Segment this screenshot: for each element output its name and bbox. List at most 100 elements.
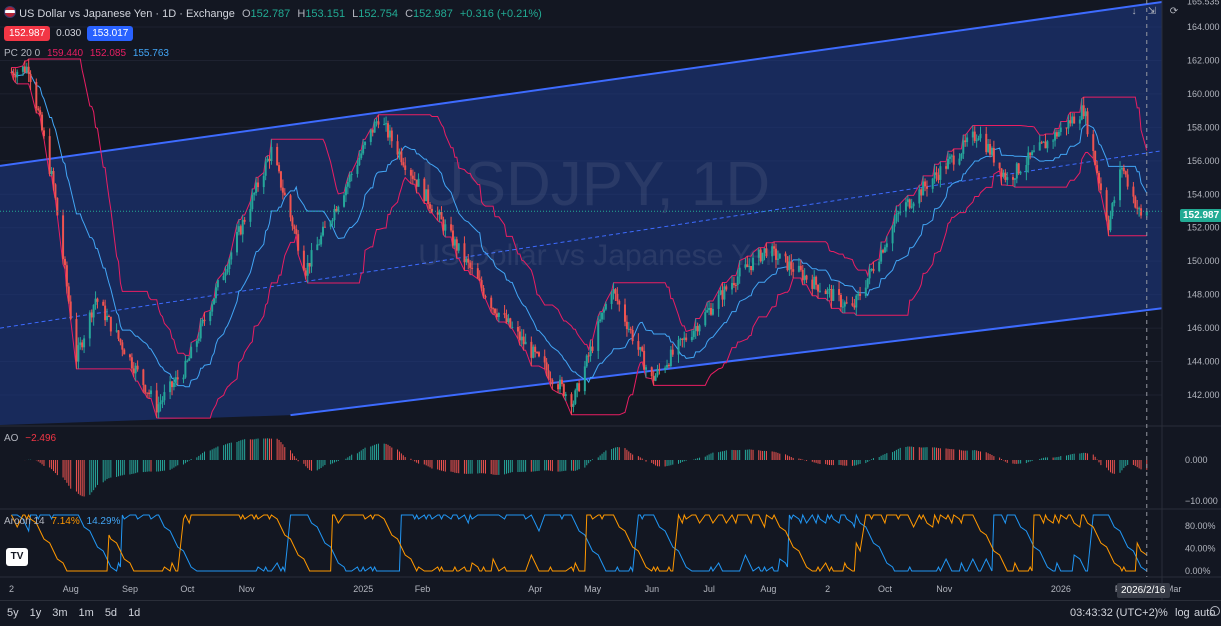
candle-body <box>239 226 242 235</box>
candle-body <box>604 303 607 310</box>
candle <box>690 329 693 343</box>
candle <box>182 374 185 384</box>
candle <box>322 221 325 237</box>
candle <box>63 256 66 269</box>
candle-body <box>736 276 739 286</box>
spread-value: 0.030 <box>56 28 82 39</box>
candle-body <box>878 261 881 272</box>
candle <box>159 394 162 412</box>
candle <box>249 201 252 227</box>
candle <box>870 268 873 272</box>
candle-body <box>39 110 42 115</box>
tradingview-logo[interactable]: TV <box>6 548 28 566</box>
tf-5y[interactable]: 5y <box>7 607 19 619</box>
candle <box>56 197 59 216</box>
tf-5d[interactable]: 5d <box>104 607 118 619</box>
candle-body <box>1071 116 1074 124</box>
candle <box>908 198 911 210</box>
candle-body <box>950 155 953 157</box>
candle-body <box>752 257 755 271</box>
candle <box>859 286 862 301</box>
percent-toggle[interactable]: % <box>1158 607 1168 619</box>
ao-legend[interactable]: AO −2.496 <box>4 433 57 444</box>
candle-body <box>1044 141 1047 149</box>
candle-body <box>21 66 24 72</box>
tf-1d[interactable]: 1d <box>128 607 141 619</box>
candle <box>440 206 443 220</box>
candle <box>10 67 13 74</box>
candle-body <box>417 178 420 187</box>
time-axis-label: Jun <box>645 584 660 594</box>
price-axis-label: 165.535 <box>1187 0 1220 6</box>
candle <box>935 166 938 182</box>
candle <box>939 161 942 188</box>
price-axis-label: 142.000 <box>1187 390 1220 400</box>
candle-body <box>484 295 487 298</box>
time-axis-label: Oct <box>180 584 195 594</box>
symbol-title[interactable]: US Dollar vs Japanese Yen · 1D · Exchang… <box>19 8 235 20</box>
candle <box>748 258 751 273</box>
tf-1y[interactable]: 1y <box>29 607 42 619</box>
arrow-down-icon[interactable]: ↓ <box>1131 6 1137 17</box>
candle-body <box>1099 183 1102 191</box>
candle <box>195 339 198 353</box>
candle-body <box>402 162 405 166</box>
candle <box>346 177 349 195</box>
candle <box>81 339 84 351</box>
candle-body <box>201 319 204 324</box>
candle-body <box>457 243 460 251</box>
candle-body <box>1073 116 1076 124</box>
candle-body <box>623 304 626 322</box>
refresh-icon[interactable]: ⟳ <box>1169 6 1179 17</box>
time-axis-label: Nov <box>239 584 256 594</box>
buy-button[interactable]: 153.017 <box>87 26 134 41</box>
candle-body <box>667 364 670 367</box>
candle-body <box>658 368 661 370</box>
candle-body <box>706 310 709 313</box>
candle <box>583 361 586 395</box>
candle <box>752 252 755 272</box>
candle-body <box>444 224 447 231</box>
candle <box>1044 134 1047 149</box>
candle <box>1004 169 1007 183</box>
aroon-legend[interactable]: Aroon 14 7.14% 14.29% <box>4 516 121 527</box>
candle <box>570 392 573 415</box>
candle <box>266 155 269 163</box>
collapse-icon[interactable]: ⇲ <box>1147 6 1157 17</box>
candle <box>270 139 273 165</box>
candle <box>906 195 909 207</box>
candle <box>855 294 858 316</box>
candle <box>522 329 525 351</box>
candle <box>866 278 869 289</box>
chart-canvas[interactable]: USDJPY, 1D US Dollar vs Japanese Yen 165.5… <box>0 0 1221 600</box>
price-axis-label: 160.000 <box>1187 89 1220 99</box>
candle <box>356 159 359 178</box>
tf-3m[interactable]: 3m <box>52 607 68 619</box>
candle-body <box>509 318 512 328</box>
candle-body <box>677 339 680 355</box>
candle-body <box>851 303 854 306</box>
price-axis-label: 148.000 <box>1187 290 1220 300</box>
candle-body <box>172 382 175 388</box>
clock-timezone[interactable]: 03:43:32 (UTC+2) <box>1070 607 1159 619</box>
candle-body <box>386 123 389 138</box>
candle-body <box>637 341 640 350</box>
candle-body <box>14 75 17 78</box>
candle <box>216 279 219 291</box>
log-toggle[interactable]: log <box>1175 607 1190 619</box>
aroon-up-line <box>11 513 1148 573</box>
aroon-axis-label: 0.00% <box>1185 566 1211 576</box>
sell-button[interactable]: 152.987 <box>4 26 51 41</box>
candle <box>924 178 927 192</box>
settings-gear-icon[interactable] <box>1210 606 1220 616</box>
candle-body <box>249 209 252 222</box>
pc-legend[interactable]: PC 20 0 159.440 152.085 155.763 <box>4 48 169 59</box>
candle-body <box>398 151 401 155</box>
time-axis-label: Aug <box>760 584 776 594</box>
candle-body <box>925 186 928 189</box>
candle-body <box>612 289 615 294</box>
candle-body <box>1122 167 1125 172</box>
candle-body <box>146 392 149 394</box>
tf-1m[interactable]: 1m <box>78 607 94 619</box>
candle-body <box>81 342 84 348</box>
